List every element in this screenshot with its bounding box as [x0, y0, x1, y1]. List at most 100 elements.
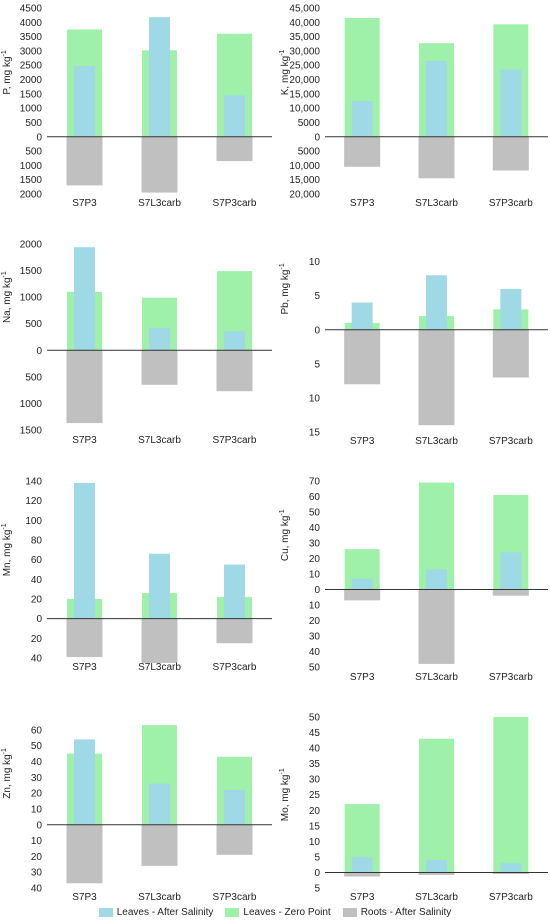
legend-label: Leaves - After Salinity — [116, 906, 214, 918]
y-tick-label: 1000 — [20, 293, 43, 304]
y-tick-label: 10 — [309, 570, 321, 581]
bar-leaves-after — [500, 552, 522, 590]
y-tick-label: 10 — [309, 837, 321, 848]
y-tick-label: 500 — [25, 147, 42, 158]
y-tick-label: 2000 — [20, 240, 43, 251]
bar-leaves-after — [224, 564, 245, 619]
bar-leaves-after — [74, 482, 95, 619]
bar-roots-after — [66, 136, 103, 186]
y-tick-label: 30 — [309, 632, 321, 643]
y-tick-label: 10,000 — [289, 161, 320, 172]
y-tick-label: 45 — [309, 728, 321, 739]
category-label: S7P3 — [350, 198, 375, 209]
bar-leaves-after — [500, 288, 522, 330]
bar-roots-after — [141, 618, 178, 663]
y-tick-label: 0 — [314, 868, 320, 879]
bar-leaves-zero — [493, 717, 529, 873]
y-tick-label: 30 — [309, 775, 321, 786]
y-tick-label: 1500 — [20, 175, 43, 186]
y-tick-label: 10 — [309, 393, 321, 404]
bar-leaves-after — [224, 95, 245, 137]
category-label: S7P3 — [350, 892, 375, 900]
category-label: S7P3 — [72, 892, 97, 900]
y-tick-label: 20 — [31, 634, 43, 645]
bar-leaves-zero — [419, 738, 454, 873]
y-tick-label: 30,000 — [289, 46, 320, 57]
y-tick-label: 5 — [314, 359, 320, 370]
y-tick-label: 140 — [25, 477, 42, 488]
legend-label: Roots - After Salinity — [360, 906, 452, 918]
bar-leaves-after — [351, 578, 373, 590]
category-label: S7P3carb — [489, 892, 533, 900]
chart-5: 70 60 50 40 30 20 10 0 10 20 30 40 50 Cu, mg kg-1 S7P3… — [279, 477, 548, 683]
y-tick-label: 60 — [309, 492, 321, 503]
y-tick-label: 0 — [36, 614, 42, 625]
bar-leaves-after — [500, 863, 522, 873]
legend-swatch — [225, 907, 240, 917]
y-tick-label: 10 — [309, 257, 321, 268]
y-tick-label: 4000 — [20, 18, 43, 29]
y-tick-label: 0 — [36, 346, 42, 357]
category-label: S7P3carb — [213, 892, 257, 900]
legend-label: Leaves - Zero Point — [243, 906, 331, 918]
chart-3: 10 5 0 5 10 15 Pb, mg kg-1 S7P3 S7L3carb S7P3carb — [279, 257, 548, 447]
bar-leaves-after — [426, 569, 447, 590]
bar-leaves-after — [224, 789, 245, 825]
bar-leaves-after — [149, 327, 170, 351]
category-label: S7P3 — [350, 436, 375, 447]
y-tick-label: 60 — [31, 555, 43, 566]
category-label: S7P3 — [72, 198, 97, 209]
y-tick-label: 0 — [36, 132, 42, 143]
category-label: S7L3carb — [415, 436, 458, 447]
y-tick-label: 50 — [309, 713, 321, 724]
bar-roots-after — [216, 824, 253, 855]
bar-leaves-after — [500, 69, 522, 137]
y-tick-label: 2000 — [20, 190, 43, 201]
category-label: S7P3carb — [489, 198, 533, 209]
y-tick-label: 30 — [31, 773, 43, 784]
category-label: S7L3carb — [138, 662, 181, 673]
y-tick-label: 40 — [309, 523, 321, 534]
y-tick-label: 40 — [31, 575, 43, 586]
chart-4: 140 120 100 80 60 40 20 0 20 40 Mn, mg kg-1 S7P3 S7L… — [1, 477, 272, 673]
category-label: S7L3carb — [138, 198, 181, 209]
bar-leaves-after — [149, 783, 170, 825]
y-tick-label: 20 — [31, 789, 43, 800]
legend: Leaves - After Salinity Leaves - Zero Poi… — [0, 902, 550, 922]
y-tick-label: 20 — [309, 554, 321, 565]
y-tick-label: 40,000 — [289, 18, 320, 29]
y-tick-label: 5 — [314, 884, 320, 895]
category-label: S7P3 — [72, 662, 97, 673]
y-tick-label: 5000 — [298, 118, 321, 129]
y-axis-label: Mn, mg kg-1 — [1, 523, 13, 576]
y-tick-label: 1500 — [20, 426, 43, 437]
y-tick-label: 35,000 — [289, 32, 320, 43]
chart-2: 2000 1500 1000 500 0 500 1000 1500 Na, mg kg-1 S7… — [1, 240, 272, 446]
y-tick-label: 2500 — [20, 61, 43, 72]
bar-roots-after — [66, 824, 103, 884]
category-label: S7P3carb — [489, 672, 533, 683]
category-label: S7L3carb — [415, 892, 458, 900]
bar-roots-after — [66, 350, 103, 424]
y-tick-label: 1000 — [20, 399, 43, 410]
y-tick-label: 10 — [31, 836, 43, 847]
y-tick-label: 20 — [31, 852, 43, 863]
y-tick-label: 80 — [31, 536, 43, 547]
bar-roots-after — [141, 136, 178, 193]
y-tick-label: 15,000 — [289, 175, 320, 186]
y-tick-label: 40 — [309, 744, 321, 755]
bar-roots-after — [492, 872, 529, 875]
y-axis-label: P, mg kg-1 — [1, 50, 13, 95]
y-tick-label: 40 — [31, 654, 43, 665]
y-tick-label: 2000 — [20, 75, 43, 86]
y-tick-label: 1500 — [20, 266, 43, 277]
bar-leaves-after — [74, 739, 95, 825]
y-tick-label: 500 — [25, 372, 42, 383]
y-tick-label: 40 — [309, 647, 321, 658]
y-axis-label: Mo, mg kg-1 — [279, 768, 291, 821]
bar-leaves-after — [351, 101, 373, 137]
chart-1: 45,000 40,000 35,000 30,000 25,000 20,000 15,0… — [279, 4, 548, 209]
category-label: S7P3 — [72, 435, 97, 446]
y-axis-label: Zn, mg kg-1 — [1, 748, 13, 799]
bar-roots-after — [216, 350, 253, 392]
